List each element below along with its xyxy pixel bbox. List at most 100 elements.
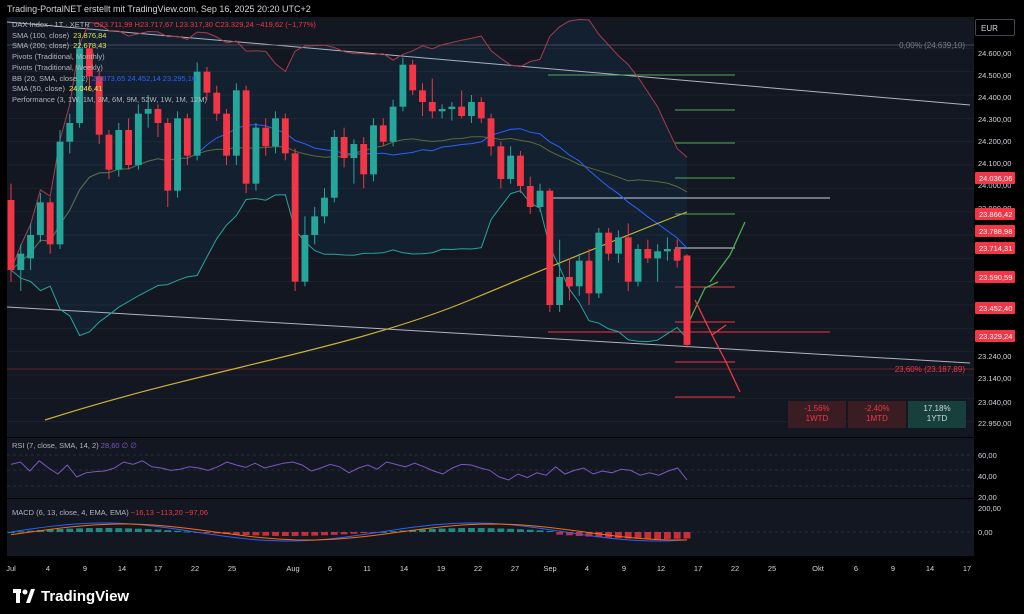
macd-histogram-bar: [27, 530, 35, 532]
macd-histogram-bar: [350, 532, 358, 534]
x-axis-label: 19: [437, 564, 445, 573]
candle-body: [321, 197, 328, 217]
legend-value: O23.711,99 H23.717,67 L23.317,30 C23.329…: [93, 20, 316, 29]
macd-histogram-bar: [46, 529, 54, 532]
candle-body: [174, 118, 181, 191]
x-axis-label: 4: [46, 564, 50, 573]
candle-body: [379, 125, 387, 142]
x-axis-label: 17: [963, 564, 971, 573]
x-axis-label: 6: [328, 564, 332, 573]
x-axis-label: Sep: [543, 564, 556, 573]
candle-body: [27, 235, 35, 259]
macd-histogram-bar: [242, 532, 250, 536]
macd-histogram-bar: [536, 530, 544, 532]
y-axis-label: 23.240,00: [978, 352, 1011, 361]
candle-body: [56, 141, 64, 245]
macd-histogram-bar: [614, 532, 622, 539]
candle-body: [575, 260, 583, 287]
currency-button[interactable]: EUR: [975, 19, 1015, 36]
macd-histogram-bar: [85, 528, 93, 532]
rsi-legend: RSI (7, close, SMA, 14, 2) 28,60 ∅ ∅: [12, 441, 137, 450]
price-tag-bg: [975, 242, 1015, 254]
legend-row[interactable]: SMA (200, close) 22.678,43: [12, 41, 316, 52]
performance-period: 1MTD: [866, 414, 888, 423]
fib-level-label: 0,00% (24.639,10): [899, 41, 965, 50]
candle-body: [164, 123, 172, 191]
candle-body: [683, 255, 691, 345]
macd-histogram-bar: [360, 532, 368, 534]
macd-histogram-bar: [624, 532, 632, 539]
legend-row[interactable]: Pivots (Traditional, Monthly): [12, 52, 316, 63]
price-tag-bg: [975, 172, 1015, 184]
macd-histogram-bar: [321, 532, 328, 536]
macd-axis-label: 0,00: [978, 528, 993, 537]
macd-histogram-bar: [340, 532, 348, 535]
legend-row[interactable]: SMA (50, close) 24.046,41: [12, 84, 316, 95]
candle-body: [125, 130, 132, 165]
macd-histogram-bar: [634, 532, 642, 539]
macd-histogram-bar: [663, 532, 671, 539]
candle-body: [330, 137, 338, 198]
y-axis-label: 22.950,00: [978, 419, 1011, 428]
macd-histogram-bar: [164, 530, 172, 532]
forecast-arrow-down: [724, 359, 741, 393]
x-axis-label: 9: [83, 564, 87, 573]
candle-body: [614, 237, 622, 254]
legend-label: SMA (100, close): [12, 30, 70, 40]
x-axis-label: Okt: [812, 564, 825, 573]
candle-body: [203, 71, 211, 93]
candle-body: [66, 123, 74, 142]
macd-histogram-bar: [272, 532, 279, 536]
price-tag: 23.329,24: [979, 332, 1012, 341]
forecast-arrow-up: [684, 281, 719, 331]
macd-histogram-bar: [66, 528, 74, 532]
macd-histogram-bar: [428, 528, 436, 532]
legend-row[interactable]: DAX Index · 1T · XETR O23.711,99 H23.717,…: [12, 20, 316, 31]
candle-body: [477, 102, 485, 119]
x-axis-label: 25: [768, 564, 776, 573]
macd-histogram-bar: [644, 532, 652, 539]
price-tag-bg: [975, 208, 1015, 220]
candle-body: [213, 92, 221, 114]
candle-body: [517, 155, 524, 186]
macd-histogram-bar: [595, 532, 603, 538]
macd-histogram-bar: [183, 531, 191, 533]
candle-body: [95, 76, 103, 135]
legend-row[interactable]: BB (20, SMA, close, 2) 23.873,65 24.452,1…: [12, 74, 316, 85]
macd-histogram-bar: [379, 531, 387, 533]
legend-row[interactable]: Pivots (Traditional, Weekly): [12, 63, 316, 74]
candle-body: [7, 200, 15, 270]
candle-body: [85, 48, 93, 77]
tradingview-wordmark: TradingView: [41, 587, 130, 605]
x-axis-label: 25: [228, 564, 236, 573]
x-axis-label: 14: [118, 564, 126, 573]
legend-label: BB (20, SMA, close, 2): [12, 73, 88, 83]
legend-value: 23.876,84: [73, 30, 107, 40]
candle-body: [252, 127, 260, 184]
legend-label: Performance (3, 1W, 1M, 3M, 6M, 9M, 52W,…: [12, 94, 208, 104]
macd-histogram-bar: [203, 532, 211, 533]
macd-legend: MACD (6, 13, close, 4, EMA, EMA) −16,13 …: [12, 508, 209, 517]
macd-histogram-bar: [370, 532, 377, 533]
candle-body: [46, 202, 54, 245]
candle-body: [468, 102, 475, 116]
performance-value: -1.56%: [804, 404, 830, 413]
x-axis-label: 14: [400, 564, 408, 573]
macd-histogram-bar: [262, 532, 270, 536]
legend-row[interactable]: Performance (3, 1W, 1M, 3M, 6M, 9M, 52W,…: [12, 95, 316, 106]
candle-body: [17, 253, 25, 270]
forecast-arrow-up: [729, 221, 746, 256]
macd-histogram-bar: [585, 532, 593, 537]
x-axis-label: 14: [926, 564, 934, 573]
price-tag: 23.788,98: [979, 227, 1012, 236]
rsi-axis-label: 40,00: [978, 472, 997, 481]
legend-row[interactable]: SMA (100, close) 23.876,84: [12, 31, 316, 42]
macd-histogram-bar: [232, 532, 240, 535]
price-pane-bg: [7, 17, 974, 437]
macd-histogram-bar: [487, 528, 495, 532]
candle-body: [663, 249, 671, 252]
candle-body: [193, 71, 201, 156]
candle-body: [536, 190, 544, 207]
macd-histogram-bar: [281, 532, 289, 536]
